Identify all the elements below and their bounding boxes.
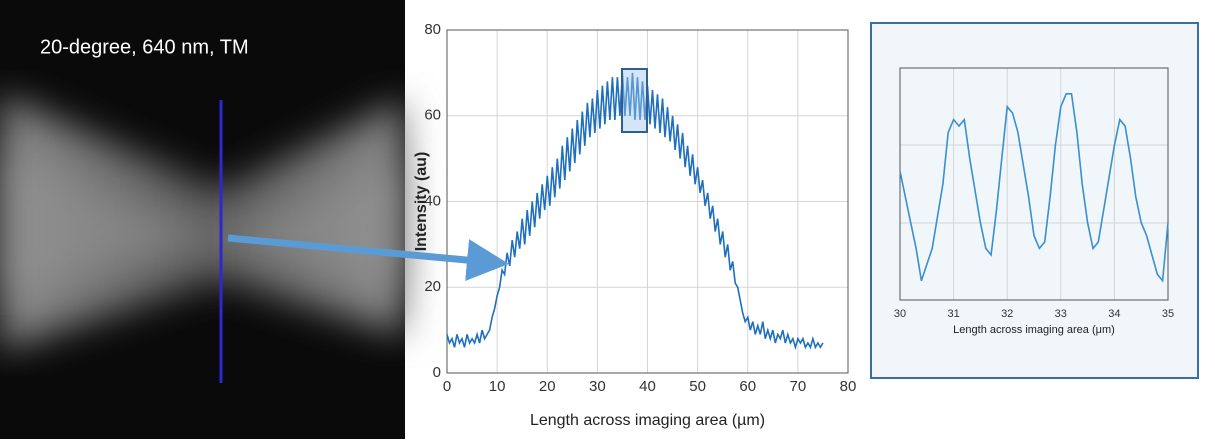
plot-frame: [899, 67, 1169, 301]
y-tick-label: 40: [424, 192, 441, 209]
zoom-panel: [870, 22, 1199, 379]
x-axis-label: Length across imaging area (μm): [953, 324, 1115, 336]
x-tick-label: 35: [1162, 308, 1174, 320]
y-tick-label: 20: [424, 278, 441, 295]
zoom-chart: 30 31 32 33 34 35 Length across imaging area (…: [894, 67, 1174, 336]
y-axis-label: Intensity (au): [413, 152, 430, 252]
x-tick-label: 50: [689, 378, 706, 395]
arrow: [227, 234, 509, 281]
y-tick-label: 80: [424, 21, 441, 38]
x-tick-label: 10: [489, 378, 506, 395]
data-line: [446, 72, 824, 351]
zoom-box: [621, 68, 648, 133]
data-line: [899, 93, 1169, 283]
x-tick-label: 40: [639, 378, 656, 395]
y-tick-label: 60: [424, 107, 441, 124]
image-label: 20-degree, 640 nm, TM: [40, 36, 249, 58]
x-tick-label: 20: [539, 378, 556, 395]
x-tick-label: 33: [1055, 308, 1067, 320]
x-tick-label: 70: [790, 378, 807, 395]
y-tick-label: 0: [433, 364, 441, 381]
zoom-hgrid: [900, 144, 1168, 224]
x-axis-label: Length across imaging area (µm): [530, 412, 765, 429]
microscope-image: 20-degree, 640 nm, TM: [0, 0, 405, 439]
x-tick-label: 30: [589, 378, 606, 395]
x-tick-label: 60: [739, 378, 756, 395]
x-tick-label: 32: [1001, 308, 1013, 320]
x-tick-label: 0: [443, 378, 451, 395]
main-chart: 0 10 20 30 40 50 60 70 80 0 20 40 60 80 Length across …: [413, 21, 856, 429]
x-tick-label: 31: [947, 308, 959, 320]
plot-frame: [446, 29, 849, 374]
x-tick-label: 30: [894, 308, 906, 320]
x-tick-label: 80: [840, 378, 857, 395]
x-tick-label: 34: [1108, 308, 1120, 320]
